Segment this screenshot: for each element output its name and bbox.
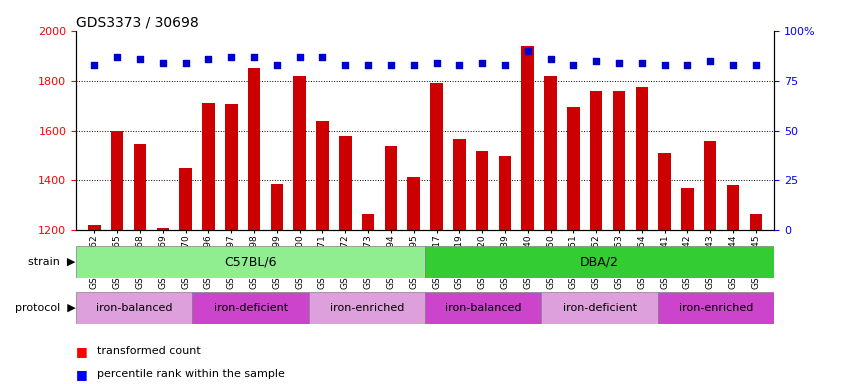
Text: iron-balanced: iron-balanced: [96, 303, 173, 313]
Text: C57BL/6: C57BL/6: [224, 256, 277, 268]
Bar: [658, 153, 671, 384]
Text: protocol  ▶: protocol ▶: [14, 303, 75, 313]
Bar: [134, 144, 146, 384]
Bar: [727, 185, 739, 384]
Bar: [590, 91, 602, 384]
Point: [658, 61, 672, 68]
Bar: [111, 131, 124, 384]
Text: iron-deficient: iron-deficient: [563, 303, 637, 313]
Point: [133, 56, 146, 62]
Point: [361, 61, 375, 68]
Point: [316, 54, 329, 60]
Bar: [541, 292, 658, 324]
Bar: [635, 87, 648, 384]
Bar: [658, 292, 774, 324]
Point: [613, 60, 626, 66]
Text: ■: ■: [76, 368, 88, 381]
Point: [111, 54, 124, 60]
Point: [453, 61, 466, 68]
Point: [681, 61, 695, 68]
Bar: [179, 168, 192, 384]
Bar: [704, 141, 717, 384]
Text: ■: ■: [76, 345, 88, 358]
Point: [430, 60, 443, 66]
Bar: [248, 68, 261, 384]
Point: [88, 61, 102, 68]
Bar: [681, 188, 694, 384]
Bar: [202, 103, 215, 384]
Bar: [309, 292, 425, 324]
Bar: [408, 177, 420, 384]
Bar: [750, 214, 762, 384]
Point: [179, 60, 192, 66]
Bar: [521, 46, 534, 384]
Bar: [192, 292, 309, 324]
Point: [749, 61, 762, 68]
Bar: [225, 104, 238, 384]
Text: iron-balanced: iron-balanced: [445, 303, 521, 313]
Bar: [76, 292, 192, 324]
Bar: [157, 228, 169, 384]
Point: [590, 58, 603, 64]
Point: [384, 61, 398, 68]
Bar: [453, 139, 465, 384]
Text: strain  ▶: strain ▶: [28, 257, 75, 267]
Point: [407, 61, 420, 68]
Text: DBA/2: DBA/2: [580, 256, 619, 268]
Bar: [88, 225, 101, 384]
Point: [338, 61, 352, 68]
Text: iron-enriched: iron-enriched: [678, 303, 753, 313]
Bar: [339, 136, 352, 384]
Bar: [316, 121, 329, 384]
Point: [635, 60, 649, 66]
Bar: [613, 91, 625, 384]
Point: [567, 61, 580, 68]
Text: iron-deficient: iron-deficient: [213, 303, 288, 313]
Point: [475, 60, 489, 66]
Point: [270, 61, 283, 68]
Bar: [271, 184, 283, 384]
Bar: [544, 76, 557, 384]
Bar: [385, 146, 397, 384]
Bar: [76, 246, 425, 278]
Bar: [475, 151, 488, 384]
Text: iron-enriched: iron-enriched: [330, 303, 404, 313]
Point: [704, 58, 717, 64]
Text: transformed count: transformed count: [97, 346, 201, 356]
Point: [726, 61, 739, 68]
Bar: [425, 246, 774, 278]
Bar: [294, 76, 306, 384]
Point: [247, 54, 261, 60]
Text: GDS3373 / 30698: GDS3373 / 30698: [76, 16, 199, 30]
Point: [293, 54, 306, 60]
Bar: [567, 107, 580, 384]
Point: [201, 56, 215, 62]
Text: percentile rank within the sample: percentile rank within the sample: [97, 369, 285, 379]
Point: [224, 54, 238, 60]
Point: [156, 60, 169, 66]
Bar: [498, 156, 511, 384]
Bar: [362, 214, 375, 384]
Point: [521, 48, 535, 54]
Point: [498, 61, 512, 68]
Bar: [431, 83, 442, 384]
Point: [544, 56, 558, 62]
Bar: [425, 292, 541, 324]
